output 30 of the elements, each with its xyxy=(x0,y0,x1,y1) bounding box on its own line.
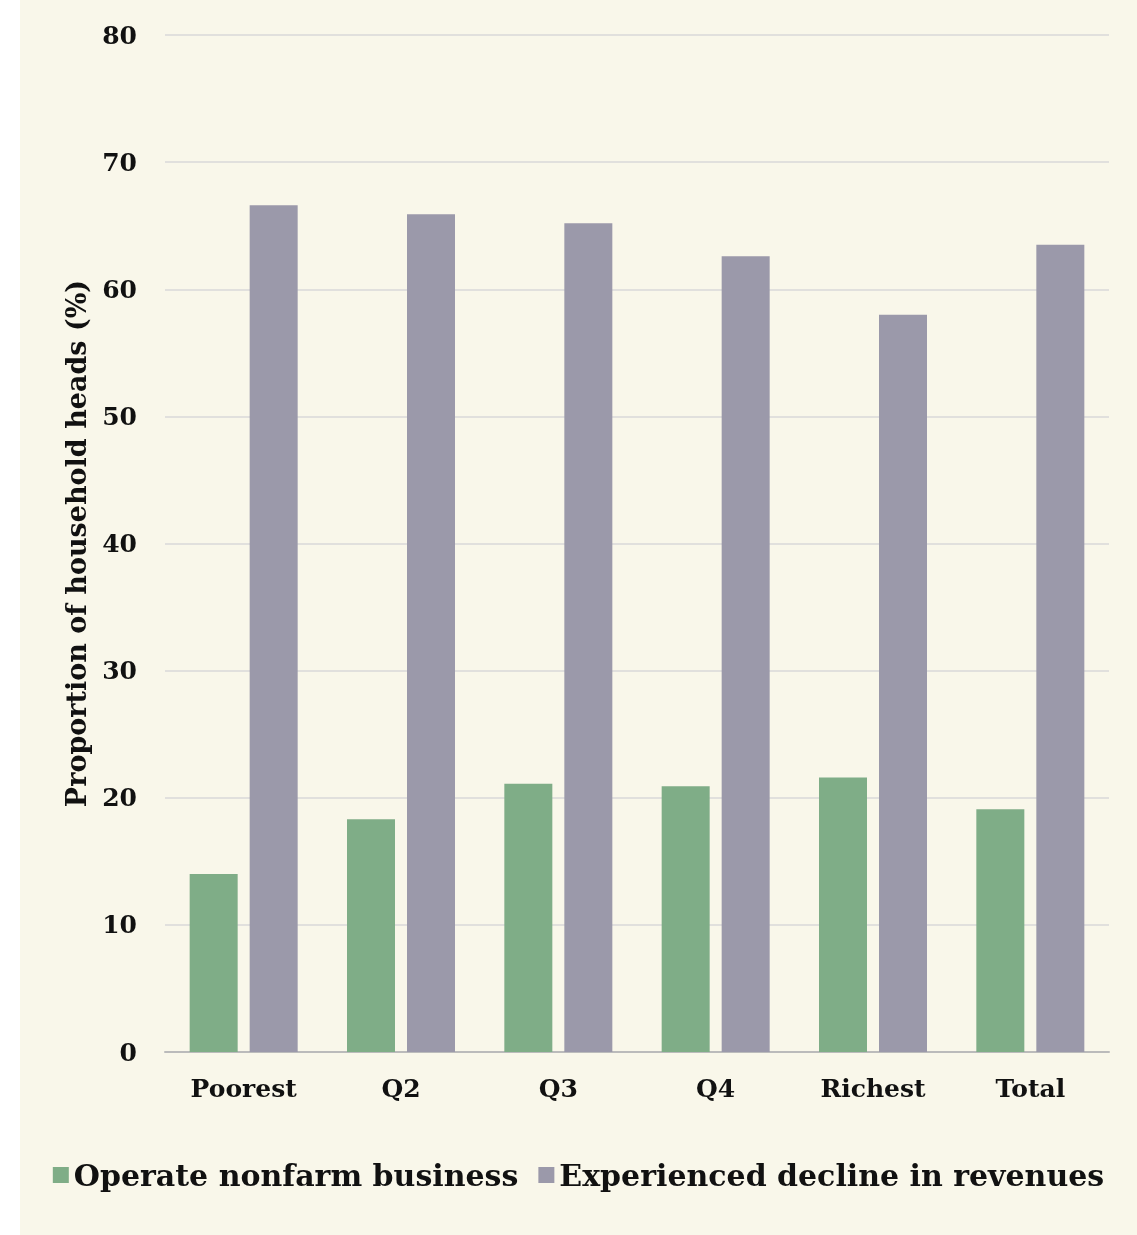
bar xyxy=(249,205,298,1052)
x-tick-label: Q3 xyxy=(538,1074,578,1103)
y-axis-title: Proportion of household heads (%) xyxy=(61,279,92,808)
legend-label: Experienced decline in revenues xyxy=(559,1157,1105,1193)
x-tick-label: Richest xyxy=(820,1074,927,1103)
y-tick-label: 20 xyxy=(102,783,137,813)
x-tick-label: Poorest xyxy=(190,1074,298,1103)
x-tick-label: Total xyxy=(995,1074,1066,1103)
y-tick-label: 70 xyxy=(102,147,137,177)
bar xyxy=(721,256,770,1052)
bar xyxy=(879,314,927,1052)
bar xyxy=(819,777,867,1052)
y-tick-label: 40 xyxy=(102,529,137,558)
y-tick-label: 50 xyxy=(102,401,137,431)
x-tick-label: Q2 xyxy=(381,1074,421,1103)
y-tick-label: 30 xyxy=(102,656,137,686)
bar xyxy=(407,214,455,1052)
bar xyxy=(661,786,710,1052)
bar xyxy=(504,783,553,1052)
bar xyxy=(564,223,613,1052)
y-tick-label: 60 xyxy=(102,274,137,304)
bar xyxy=(189,874,238,1052)
legend-label: Operate nonfarm business xyxy=(73,1157,519,1193)
x-tick-label: Q4 xyxy=(696,1074,736,1103)
y-tick-label: 0 xyxy=(119,1037,137,1067)
bar xyxy=(976,809,1025,1052)
y-tick-label: 80 xyxy=(102,20,137,50)
bar xyxy=(1036,244,1085,1052)
bar xyxy=(347,819,395,1052)
y-tick-label: 10 xyxy=(102,910,137,940)
